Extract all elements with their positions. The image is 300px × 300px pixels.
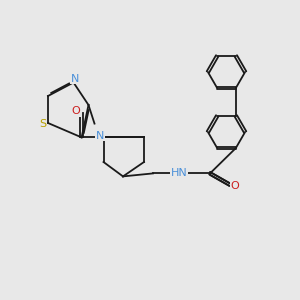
Text: HN: HN	[171, 168, 188, 178]
Text: O: O	[230, 181, 239, 191]
Text: O: O	[71, 106, 80, 116]
Text: N: N	[71, 74, 79, 84]
Text: S: S	[39, 119, 46, 130]
Text: N: N	[96, 131, 104, 141]
